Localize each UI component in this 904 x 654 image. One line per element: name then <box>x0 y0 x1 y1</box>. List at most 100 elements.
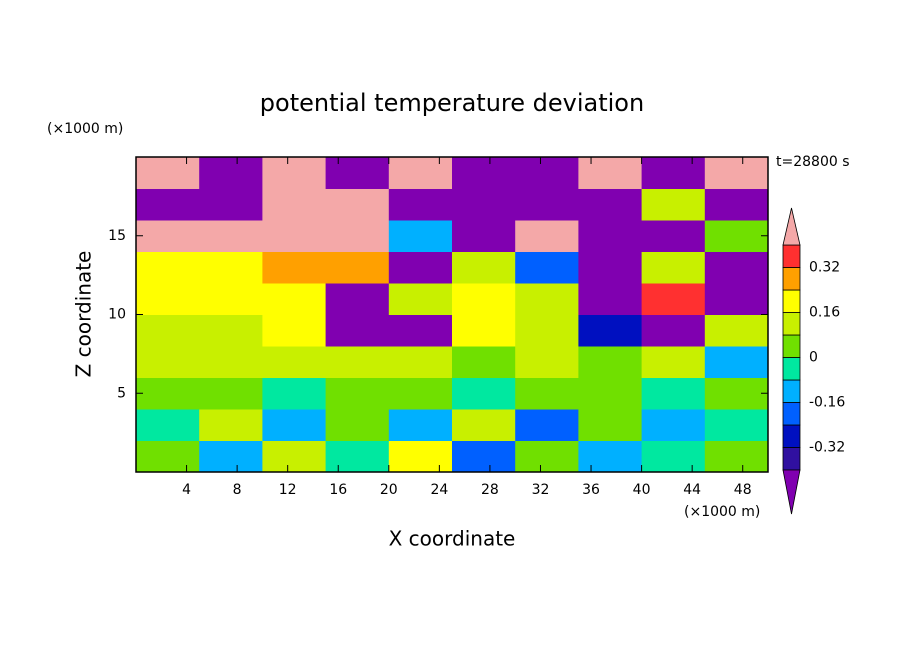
cell <box>199 251 263 284</box>
cell <box>515 409 579 441</box>
colorbar-label: 0 <box>809 350 818 366</box>
colorbar-box <box>782 357 801 381</box>
cell <box>452 283 516 315</box>
cell <box>578 157 643 189</box>
colorbar-box <box>782 244 801 268</box>
cell <box>199 188 263 221</box>
cell <box>388 157 453 189</box>
colorbar-box <box>782 379 801 403</box>
cell <box>325 377 390 410</box>
cell <box>136 220 200 252</box>
cell <box>388 251 453 284</box>
cell <box>452 188 516 221</box>
cell <box>388 220 453 252</box>
cell <box>262 377 327 410</box>
cell <box>325 157 390 189</box>
cell <box>325 283 390 315</box>
cell <box>136 314 200 347</box>
cell <box>578 314 643 347</box>
cell <box>262 251 327 284</box>
cell <box>704 283 769 315</box>
cell <box>578 440 643 473</box>
chart-title: potential temperature deviation <box>260 89 644 117</box>
cell <box>136 409 200 441</box>
cell <box>388 440 453 473</box>
cell <box>515 377 579 410</box>
y-axis-label: Z coordinate <box>72 251 96 378</box>
cell <box>452 220 516 252</box>
cell <box>515 283 579 315</box>
x-unit: (×1000 m) <box>684 504 760 520</box>
cell <box>578 346 643 378</box>
cell <box>452 251 516 284</box>
colorbar-box <box>782 424 801 448</box>
cell <box>136 346 200 378</box>
annotation: t=28800 s <box>776 154 850 170</box>
x-tick-label: 32 <box>532 482 550 498</box>
x-tick-label: 4 <box>182 482 191 498</box>
cell <box>199 283 263 315</box>
cell <box>325 188 390 221</box>
cell <box>515 157 579 189</box>
cell <box>641 188 706 221</box>
colorbar-triangle <box>782 207 801 246</box>
cell <box>578 220 643 252</box>
x-tick-label: 40 <box>633 482 651 498</box>
cell <box>452 377 516 410</box>
cell <box>515 251 579 284</box>
cell <box>262 314 327 347</box>
colorbar-label: 0.32 <box>809 260 840 276</box>
y-tick-label: 10 <box>108 307 126 323</box>
cell <box>136 283 200 315</box>
cell <box>578 251 643 284</box>
cell <box>136 251 200 284</box>
cell <box>515 220 579 252</box>
cell <box>452 346 516 378</box>
colorbar-triangle <box>782 469 801 515</box>
cell <box>704 157 769 189</box>
cell <box>136 188 200 221</box>
x-tick-label: 16 <box>329 482 347 498</box>
cell <box>704 409 769 441</box>
cell <box>199 157 263 189</box>
cell <box>262 346 327 378</box>
cell <box>388 377 453 410</box>
cell <box>704 251 769 284</box>
cell <box>641 220 706 252</box>
cell <box>136 157 200 189</box>
cell <box>199 314 263 347</box>
cell <box>262 188 327 221</box>
cell <box>515 440 579 473</box>
cell <box>704 188 769 221</box>
cell <box>578 283 643 315</box>
cell <box>452 409 516 441</box>
cell <box>704 346 769 378</box>
cell <box>641 409 706 441</box>
x-tick-label: 12 <box>279 482 297 498</box>
colorbar-box <box>782 402 801 426</box>
cell <box>452 314 516 347</box>
colorbar-box <box>782 312 801 336</box>
cell <box>452 440 516 473</box>
x-tick-label: 48 <box>734 482 752 498</box>
cell <box>641 251 706 284</box>
cell <box>262 157 327 189</box>
cell <box>704 440 769 473</box>
cell <box>641 283 706 315</box>
cell <box>199 409 263 441</box>
cell <box>325 220 390 252</box>
cell <box>262 409 327 441</box>
cell <box>388 409 453 441</box>
y-unit: (×1000 m) <box>47 121 123 137</box>
cell <box>262 220 327 252</box>
cell <box>199 377 263 410</box>
x-axis-label: X coordinate <box>389 527 516 551</box>
cell <box>641 440 706 473</box>
colorbar-label: 0.16 <box>809 305 840 321</box>
colorbar-label: -0.32 <box>809 440 845 456</box>
colorbar-box <box>782 267 801 291</box>
cell <box>199 346 263 378</box>
cell <box>388 314 453 347</box>
cell <box>136 377 200 410</box>
